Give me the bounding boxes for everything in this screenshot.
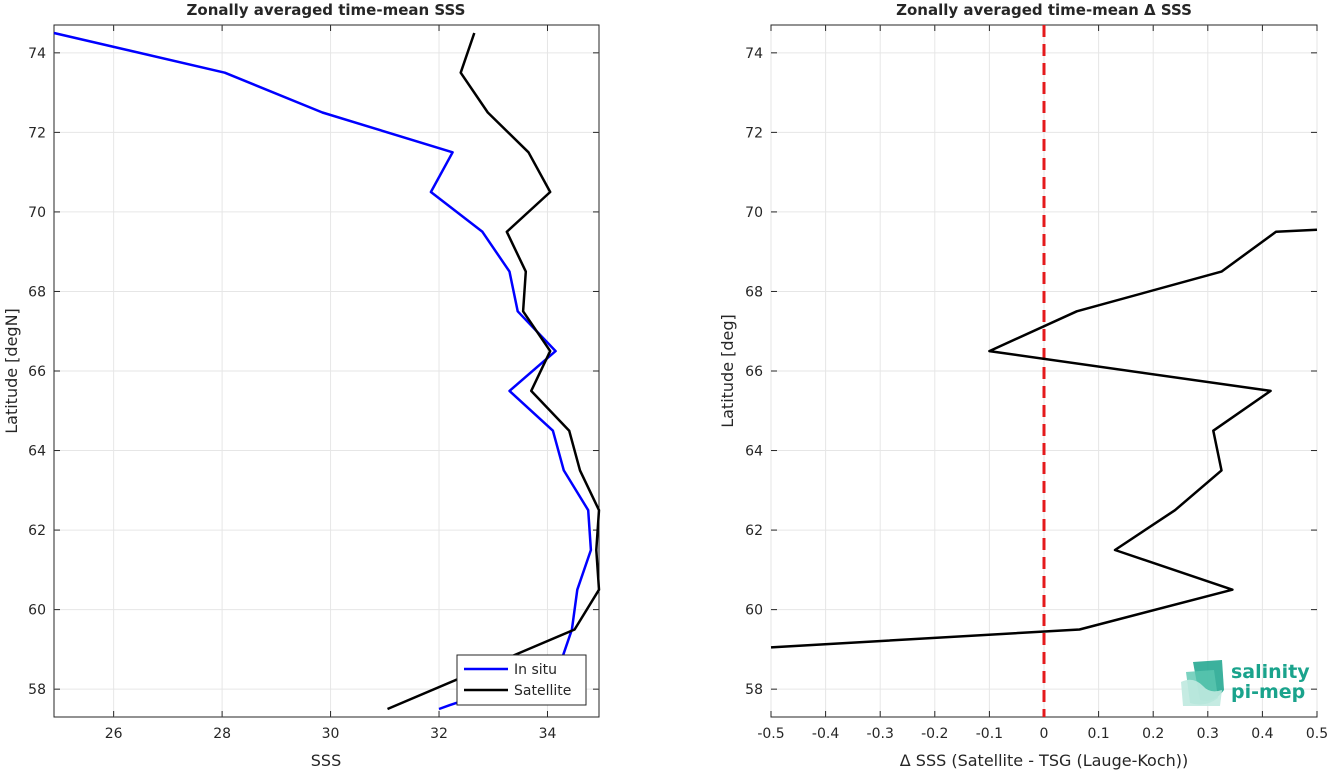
legend-label-in-situ: In situ	[514, 662, 557, 678]
x-tick-label: -0.4	[812, 726, 839, 742]
x-tick-label: 32	[430, 726, 448, 742]
sss-legend: In situ Satellite	[456, 654, 587, 706]
logo-text-pi-mep: pi-mep	[1231, 681, 1305, 703]
y-tick-label: 58	[28, 682, 46, 698]
y-tick-label: 58	[745, 682, 763, 698]
sss-x-axis-label: SSS	[311, 751, 341, 770]
legend-label-satellite: Satellite	[514, 683, 571, 699]
series-line-delta	[770, 228, 1318, 649]
x-tick-label: 0.5	[1306, 726, 1328, 742]
y-tick-label: 64	[745, 444, 763, 460]
delta-y-axis-label: Latitude [deg]	[718, 314, 737, 428]
y-tick-label: 64	[28, 444, 46, 460]
x-tick-label: 0	[1040, 726, 1049, 742]
y-tick-label: 68	[28, 284, 46, 300]
sss-ticks: 26 28 30 32 34 58 60 62 64 66 68 70 72 74	[28, 25, 599, 742]
sss-series	[53, 31, 601, 711]
y-tick-label: 62	[745, 523, 763, 539]
x-tick-label: 34	[539, 726, 557, 742]
sss-title: Zonally averaged time-mean SSS	[187, 1, 466, 19]
delta-ticks: -0.5 -0.4 -0.3 -0.2 -0.1 0 0.1 0.2 0.3 0.4 0.5 58 60…	[745, 25, 1328, 742]
delta-title: Zonally averaged time-mean Δ SSS	[896, 1, 1192, 19]
x-tick-label: 26	[105, 726, 123, 742]
series-line-satellite	[387, 32, 601, 711]
sss-y-axis-label: Latitude [degN]	[2, 308, 21, 434]
y-tick-label: 72	[745, 125, 763, 141]
x-tick-label: 0.2	[1142, 726, 1164, 742]
sss-panel: 26 28 30 32 34 58 60 62 64 66 68 70 72 74 Zonally ave…	[2, 1, 601, 770]
y-tick-label: 74	[745, 46, 763, 62]
y-tick-label: 70	[745, 205, 763, 221]
x-tick-label: 28	[213, 726, 231, 742]
y-tick-label: 62	[28, 523, 46, 539]
logo-wave-icon	[1181, 660, 1224, 706]
y-tick-label: 72	[28, 125, 46, 141]
x-tick-label: -0.3	[867, 726, 894, 742]
x-tick-label: -0.2	[921, 726, 948, 742]
x-tick-label: 0.1	[1087, 726, 1109, 742]
x-tick-label: -0.1	[976, 726, 1003, 742]
salinity-pi-mep-logo: salinity pi-mep	[1181, 660, 1310, 706]
y-tick-label: 68	[745, 284, 763, 300]
delta-sss-panel: -0.5 -0.4 -0.3 -0.2 -0.1 0 0.1 0.2 0.3 0.4 0.5 58 60…	[718, 1, 1328, 770]
y-tick-label: 70	[28, 205, 46, 221]
y-tick-label: 60	[745, 603, 763, 619]
y-tick-label: 66	[745, 364, 763, 380]
y-tick-label: 66	[28, 364, 46, 380]
delta-x-axis-label: Δ SSS (Satellite - TSG (Lauge-Koch))	[900, 751, 1189, 770]
y-tick-label: 74	[28, 46, 46, 62]
x-tick-label: -0.5	[757, 726, 784, 742]
legend-box	[456, 654, 587, 706]
x-tick-label: 0.3	[1197, 726, 1219, 742]
logo-wave-front	[1181, 679, 1222, 706]
logo-text-salinity: salinity	[1231, 661, 1310, 683]
x-tick-label: 30	[322, 726, 340, 742]
y-tick-label: 60	[28, 603, 46, 619]
delta-series	[770, 228, 1318, 649]
x-tick-label: 0.4	[1251, 726, 1273, 742]
